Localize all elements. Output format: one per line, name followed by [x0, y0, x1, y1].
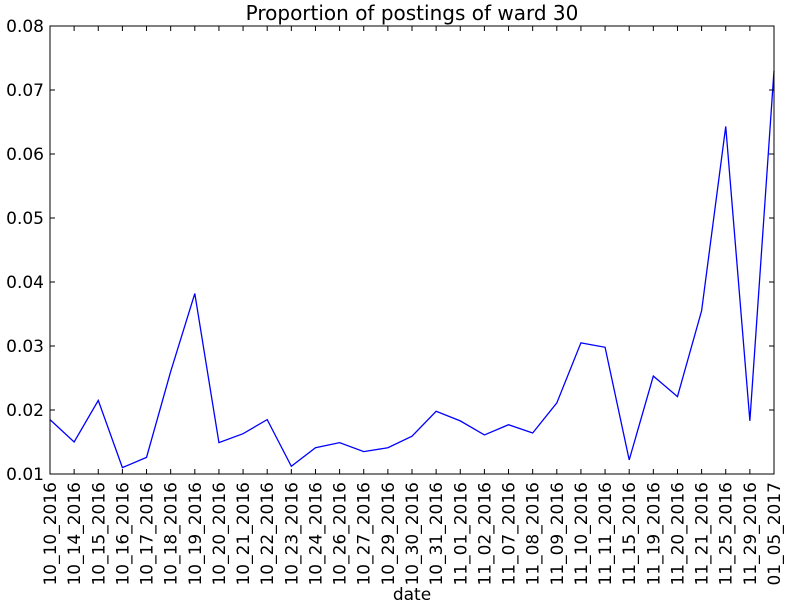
x-tick-label: 10_19_2016: [186, 482, 206, 586]
data-point: [604, 346, 607, 349]
x-tick-label: 10_21_2016: [234, 482, 254, 586]
x-tick-label: 11_21_2016: [693, 482, 713, 586]
data-point: [435, 410, 438, 413]
x-axis-label: date: [393, 585, 431, 600]
data-point: [145, 456, 148, 459]
data-point: [555, 401, 558, 404]
x-tick-label: 11_29_2016: [741, 482, 761, 586]
y-tick-label: 0.04: [6, 273, 44, 293]
data-point: [724, 125, 727, 128]
y-tick-label: 0.05: [6, 209, 44, 229]
y-tick-label: 0.01: [6, 465, 44, 485]
y-tick-label: 0.08: [6, 17, 44, 37]
x-tick-label: 10_23_2016: [282, 482, 302, 586]
data-point: [97, 399, 100, 402]
x-tick-label: 11_07_2016: [500, 482, 520, 586]
data-point: [73, 441, 76, 444]
data-point: [483, 433, 486, 436]
data-point: [579, 341, 582, 344]
x-tick-label: 10_14_2016: [65, 482, 85, 586]
x-tick-label: 11_25_2016: [717, 482, 737, 586]
x-tick-label: 10_30_2016: [403, 482, 423, 586]
axes-frame: [49, 25, 775, 475]
data-point: [121, 466, 124, 469]
y-axis: 0.01 0.02 0.03 0.04 0.05 0.06 0.07 0.08: [6, 17, 774, 485]
x-tick-label: 11_10_2016: [572, 482, 592, 586]
data-point: [531, 432, 534, 435]
data-point: [628, 458, 631, 461]
data-point: [314, 446, 317, 449]
x-tick-label: 11_01_2016: [451, 482, 471, 586]
data-point: [217, 441, 220, 444]
x-tick-label: 10_26_2016: [331, 482, 351, 586]
y-tick-label: 0.03: [6, 337, 44, 357]
y-tick-label: 0.02: [6, 401, 44, 421]
series-line: [49, 70, 775, 469]
x-tick-label: 10_22_2016: [258, 482, 278, 586]
x-axis: 10_10_2016 10_14_2016 10_15_2016 10_16_2016…: [41, 26, 785, 586]
data-point: [338, 441, 341, 444]
x-tick-label: 11_08_2016: [524, 482, 544, 586]
x-tick-label: 11_19_2016: [644, 482, 664, 586]
x-tick-label: 01_05_2017: [765, 482, 785, 586]
x-tick-label: 10_20_2016: [210, 482, 230, 586]
data-point: [193, 292, 196, 295]
y-tick-label: 0.07: [6, 81, 44, 101]
chart-title: Proportion of postings of ward 30: [246, 1, 579, 25]
data-point: [386, 446, 389, 449]
x-tick-label: 10_24_2016: [306, 482, 326, 586]
data-point: [676, 395, 679, 398]
x-tick-label: 10_15_2016: [89, 482, 109, 586]
data-point: [411, 435, 414, 438]
data-point: [459, 419, 462, 422]
x-tick-label: 10_17_2016: [138, 482, 158, 586]
data-point: [169, 370, 172, 373]
data-point: [507, 423, 510, 426]
data-point: [266, 418, 269, 421]
x-tick-label: 11_15_2016: [620, 482, 640, 586]
x-tick-label: 11_11_2016: [596, 482, 616, 586]
data-point: [242, 432, 245, 435]
data-point: [700, 309, 703, 312]
x-tick-label: 10_27_2016: [355, 482, 375, 586]
x-tick-label: 11_20_2016: [668, 482, 688, 586]
x-tick-label: 10_18_2016: [162, 482, 182, 586]
x-tick-label: 11_09_2016: [548, 482, 568, 586]
x-tick-label: 10_31_2016: [427, 482, 447, 586]
data-point: [290, 465, 293, 468]
plot-area: [49, 25, 775, 475]
data-point: [748, 419, 751, 422]
x-tick-label: 10_10_2016: [41, 482, 61, 586]
data-point: [362, 450, 365, 453]
x-tick-label: 10_16_2016: [113, 482, 133, 586]
x-tick-label: 10_29_2016: [379, 482, 399, 586]
y-tick-label: 0.06: [6, 145, 44, 165]
x-tick-label: 11_02_2016: [475, 482, 495, 586]
data-point: [652, 375, 655, 378]
